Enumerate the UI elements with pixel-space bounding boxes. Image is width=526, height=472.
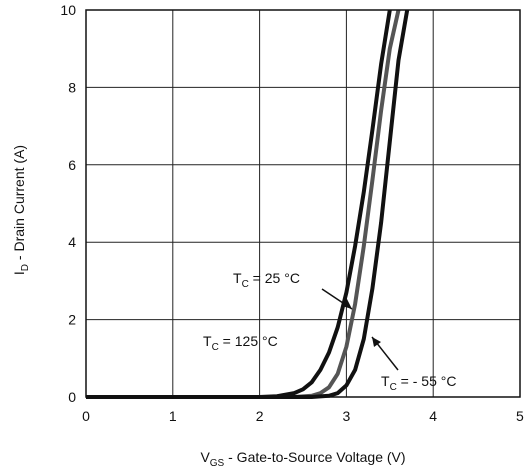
plot-frame <box>85 9 521 398</box>
grid <box>86 10 520 397</box>
y-tick-label: 8 <box>68 79 76 95</box>
x-tick-label: 4 <box>429 408 437 424</box>
x-tick-label: 0 <box>82 408 90 424</box>
x-tick-labels: 0 1 2 3 4 5 <box>82 408 524 424</box>
series-line-2 <box>86 9 410 399</box>
x-tick-label: 2 <box>256 408 264 424</box>
series-lines <box>86 9 410 399</box>
y-tick-label: 6 <box>68 157 76 173</box>
arrow-25c-head <box>342 299 352 309</box>
y-tick-label: 2 <box>68 312 76 328</box>
y-tick-labels: 0 2 4 6 8 10 <box>60 2 76 405</box>
annotation-125c: TC = 125 °C <box>203 333 278 353</box>
arrow-neg55c-head <box>372 337 381 347</box>
annotation-neg55c: TC = - 55 °C <box>381 373 456 393</box>
y-axis-label: ID - Drain Current (A) <box>11 145 31 275</box>
x-tick-label: 5 <box>516 408 524 424</box>
x-axis-label: VGS - Gate-to-Source Voltage (V) <box>200 449 405 469</box>
y-tick-label: 0 <box>68 389 76 405</box>
y-tick-label: 10 <box>60 2 76 18</box>
x-tick-label: 3 <box>343 408 351 424</box>
y-tick-label: 4 <box>68 234 76 250</box>
x-tick-label: 1 <box>169 408 177 424</box>
annotation-25c: TC = 25 °C <box>233 270 300 290</box>
